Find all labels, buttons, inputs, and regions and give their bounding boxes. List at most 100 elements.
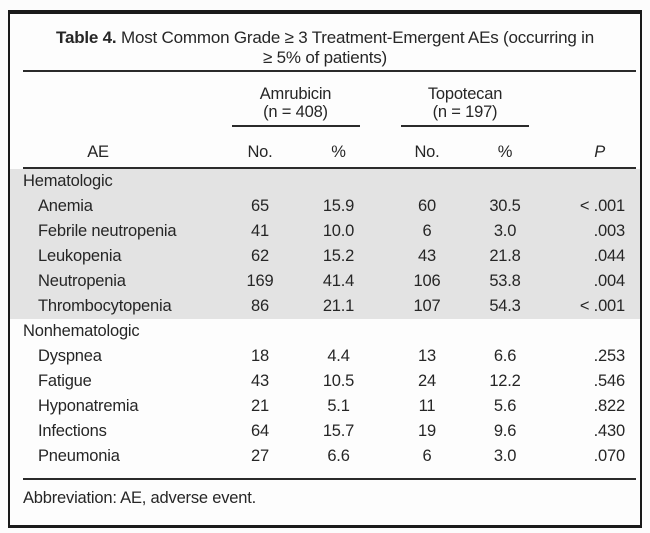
topotecan-pct-value: 12.2 bbox=[489, 372, 521, 390]
section-name: Hematologic bbox=[23, 172, 113, 190]
topotecan-pct-value: 3.0 bbox=[493, 222, 517, 240]
amrubicin-no-header: No. bbox=[247, 143, 273, 161]
column-group-row: Amrubicin (n = 408) Topotecan (n = 197) bbox=[10, 85, 640, 127]
topotecan-no-value: 6 bbox=[422, 222, 432, 240]
table-number: Table 4. bbox=[56, 28, 117, 47]
ae-label: Infections bbox=[38, 422, 107, 440]
topotecan-no-header: No. bbox=[414, 143, 440, 161]
table-row: Infections 64 15.7 19 9.6 .430 bbox=[10, 419, 640, 444]
topotecan-no-value: 60 bbox=[418, 197, 436, 215]
amrubicin-pct-value: 4.4 bbox=[327, 347, 350, 365]
topotecan-n: (n = 197) bbox=[432, 103, 498, 121]
group-spacer bbox=[23, 85, 225, 127]
topotecan-pct-value: 6.6 bbox=[493, 347, 517, 365]
amrubicin-pct-value: 15.9 bbox=[322, 197, 355, 215]
column-header-row: AE No. % No. % P bbox=[10, 143, 640, 162]
topotecan-pct-value: 9.6 bbox=[493, 422, 517, 440]
p-value: .004 bbox=[593, 272, 626, 290]
p-value: .044 bbox=[593, 247, 626, 265]
table-title-line2: ≥ 5% of patients) bbox=[262, 48, 388, 67]
table-4-box: Table 4. Most Common Grade ≥ 3 Treatment… bbox=[8, 10, 642, 528]
footer-rule bbox=[23, 478, 636, 480]
amrubicin-pct-value: 10.5 bbox=[322, 372, 355, 390]
p-value: .070 bbox=[593, 447, 626, 465]
topotecan-underline bbox=[401, 125, 529, 127]
topotecan-pct-value: 54.3 bbox=[489, 297, 521, 315]
topotecan-no-value: 19 bbox=[418, 422, 436, 440]
table-row: Neutropenia 169 41.4 106 53.8 .004 bbox=[10, 269, 640, 294]
ae-label: Febrile neutropenia bbox=[38, 222, 177, 240]
table-title: Table 4. Most Common Grade ≥ 3 Treatment… bbox=[10, 14, 640, 70]
title-rule bbox=[23, 70, 636, 72]
amrubicin-underline bbox=[231, 125, 360, 127]
topotecan-no-value: 24 bbox=[418, 372, 436, 390]
section-nonhematologic: Nonhematologic Dyspnea 18 4.4 13 6.6 .253 Fatig… bbox=[10, 319, 640, 469]
topotecan-pct-value: 21.8 bbox=[489, 247, 521, 265]
topotecan-no-value: 107 bbox=[413, 297, 441, 315]
table-row: Leukopenia 62 15.2 43 21.8 .044 bbox=[10, 244, 640, 269]
table-row: Anemia 65 15.9 60 30.5 < .001 bbox=[10, 194, 640, 219]
p-value: < .001 bbox=[579, 197, 625, 215]
amrubicin-pct-value: 5.1 bbox=[327, 397, 350, 415]
ae-label: Leukopenia bbox=[38, 247, 122, 265]
section-name: Nonhematologic bbox=[23, 322, 140, 340]
table-title-line1: Table 4. Most Common Grade ≥ 3 Treatment… bbox=[28, 28, 622, 48]
amrubicin-pct-value: 21.1 bbox=[322, 297, 355, 315]
amrubicin-no-value: 86 bbox=[251, 297, 269, 315]
amrubicin-pct-value: 15.7 bbox=[322, 422, 355, 440]
amrubicin-no-value: 18 bbox=[251, 347, 269, 365]
table-row: Febrile neutropenia 41 10.0 6 3.0 .003 bbox=[10, 219, 640, 244]
topotecan-pct-header: % bbox=[497, 143, 513, 161]
table-footnote: Abbreviation: AE, adverse event. bbox=[23, 489, 256, 507]
p-value: .546 bbox=[593, 372, 626, 390]
ae-label: Anemia bbox=[38, 197, 93, 215]
table-row: Dyspnea 18 4.4 13 6.6 .253 bbox=[10, 344, 640, 369]
section-hematologic: Hematologic Anemia 65 15.9 60 30.5 < .001 Febri… bbox=[10, 169, 640, 319]
topotecan-pct-value: 30.5 bbox=[489, 197, 521, 215]
p-value: < .001 bbox=[579, 297, 625, 315]
topotecan-pct-value: 5.6 bbox=[493, 397, 517, 415]
section-header-row: Nonhematologic bbox=[10, 319, 640, 344]
amrubicin-label: Amrubicin bbox=[259, 85, 332, 103]
table-body: Hematologic Anemia 65 15.9 60 30.5 < .001 Febri… bbox=[10, 169, 640, 469]
topotecan-label: Topotecan bbox=[427, 85, 503, 103]
amrubicin-no-value: 41 bbox=[251, 222, 269, 240]
topotecan-no-value: 11 bbox=[418, 397, 436, 415]
ae-label: Dyspnea bbox=[38, 347, 102, 365]
topotecan-pct-value: 3.0 bbox=[493, 447, 517, 465]
table-title-text: Most Common Grade ≥ 3 Treatment-Emergent… bbox=[121, 28, 594, 47]
topotecan-no-value: 43 bbox=[418, 247, 436, 265]
p-column-header: P bbox=[594, 143, 605, 161]
ae-label: Thrombocytopenia bbox=[38, 297, 172, 315]
ae-label: Neutropenia bbox=[38, 272, 126, 290]
amrubicin-no-value: 64 bbox=[251, 422, 269, 440]
footer-gap bbox=[10, 469, 640, 478]
amrubicin-no-value: 21 bbox=[251, 397, 269, 415]
amrubicin-pct-value: 10.0 bbox=[322, 222, 355, 240]
amrubicin-no-value: 65 bbox=[251, 197, 269, 215]
header-rule bbox=[23, 167, 636, 169]
amrubicin-pct-header: % bbox=[331, 143, 346, 161]
topotecan-no-value: 106 bbox=[413, 272, 441, 290]
table-row: Fatigue 43 10.5 24 12.2 .546 bbox=[10, 369, 640, 394]
ae-label: Fatigue bbox=[38, 372, 92, 390]
ae-column-header: AE bbox=[87, 143, 109, 161]
topotecan-no-value: 6 bbox=[422, 447, 432, 465]
table-row: Pneumonia 27 6.6 6 3.0 .070 bbox=[10, 444, 640, 469]
amrubicin-pct-value: 41.4 bbox=[322, 272, 355, 290]
amrubicin-n: (n = 408) bbox=[263, 103, 328, 121]
group-spacer-right bbox=[538, 85, 625, 127]
topotecan-pct-value: 53.8 bbox=[489, 272, 521, 290]
amrubicin-pct-value: 6.6 bbox=[327, 447, 350, 465]
section-header-row: Hematologic bbox=[10, 169, 640, 194]
p-value: .822 bbox=[593, 397, 626, 415]
amrubicin-group-header: Amrubicin (n = 408) bbox=[217, 85, 374, 127]
p-value: .003 bbox=[593, 222, 626, 240]
p-value: .430 bbox=[593, 422, 626, 440]
topotecan-no-value: 13 bbox=[418, 347, 436, 365]
ae-label: Pneumonia bbox=[38, 447, 120, 465]
amrubicin-no-value: 43 bbox=[251, 372, 269, 390]
topotecan-group-header: Topotecan (n = 197) bbox=[387, 85, 543, 127]
table-header: Amrubicin (n = 408) Topotecan (n = 197) … bbox=[10, 72, 640, 167]
table-row: Hyponatremia 21 5.1 11 5.6 .822 bbox=[10, 394, 640, 419]
